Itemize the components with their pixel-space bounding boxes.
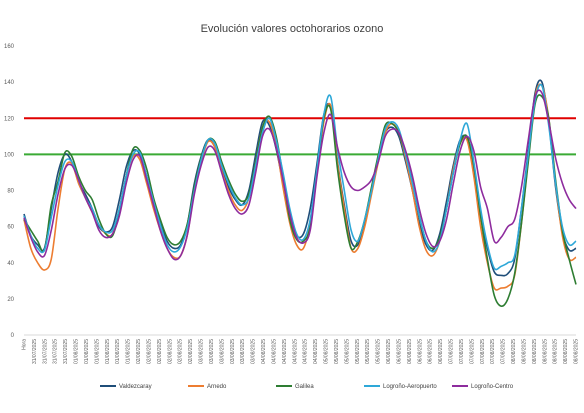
x-axis: Hora 31/07/2025 31/07/2025 31/07/2025 31/07/… xyxy=(22,334,580,364)
x-tick-label: 06/08/2025 xyxy=(386,339,392,364)
x-tick-label: 01/08/2025 xyxy=(105,339,111,364)
x-tick-label: 03/08/2025 xyxy=(251,339,257,364)
x-tick-label: 05/08/2025 xyxy=(324,339,330,364)
legend: Valdezcaray Arnedo Galilea Logroño-Aeropuer… xyxy=(100,384,514,390)
x-tick-label: 07/08/2025 xyxy=(469,339,475,364)
x-tick-label: 06/08/2025 xyxy=(407,339,413,364)
y-tick-label: 120 xyxy=(4,116,15,122)
x-tick-label: 07/08/2025 xyxy=(449,339,455,364)
y-tick-label: 20 xyxy=(7,297,14,303)
x-tick-label: 08/08/2025 xyxy=(563,339,569,364)
series-line-valdezcaray xyxy=(23,79,577,277)
x-tick-label: 04/08/2025 xyxy=(303,339,309,364)
series-line-logrono-aeropuerto xyxy=(23,83,577,271)
x-tick-label: 08/08/2025 xyxy=(542,339,548,364)
x-tick-label: 04/08/2025 xyxy=(292,339,298,364)
x-tick-label: 01/08/2025 xyxy=(94,339,100,364)
x-tick-label: 01/08/2025 xyxy=(74,339,80,364)
y-tick-label: 160 xyxy=(4,44,15,50)
x-tick-label: 01/08/2025 xyxy=(126,339,132,364)
legend-label: Galilea xyxy=(295,384,314,390)
legend-label: Logroño-Centro xyxy=(471,384,514,390)
x-tick-label: 02/08/2025 xyxy=(146,339,152,364)
x-tick-label: Hora xyxy=(22,339,28,350)
x-tick-label: 03/08/2025 xyxy=(219,339,225,364)
x-tick-label: 04/08/2025 xyxy=(271,339,277,364)
x-tick-label: 05/08/2025 xyxy=(334,339,340,364)
x-tick-label: 31/07/2025 xyxy=(53,339,59,364)
x-tick-label: 08/08/2025 xyxy=(511,339,517,364)
x-tick-label: 02/08/2025 xyxy=(178,339,184,364)
y-tick-label: 0 xyxy=(11,333,15,339)
x-tick-label: 05/08/2025 xyxy=(344,339,350,364)
x-tick-label: 02/08/2025 xyxy=(157,339,163,364)
y-tick-label: 80 xyxy=(7,189,14,195)
reference-lines xyxy=(24,117,576,156)
x-tick-label: 05/08/2025 xyxy=(355,339,361,364)
x-tick-label: 04/08/2025 xyxy=(261,339,267,364)
x-tick-label: 02/08/2025 xyxy=(188,339,194,364)
y-tick-label: 60 xyxy=(7,225,14,231)
legend-label: Valdezcaray xyxy=(119,384,152,390)
x-tick-label: 03/08/2025 xyxy=(209,339,215,364)
x-tick-label: 03/08/2025 xyxy=(199,339,205,364)
x-tick-label: 03/08/2025 xyxy=(240,339,246,364)
x-tick-label: 06/08/2025 xyxy=(396,339,402,364)
x-tick-label: 08/08/2025 xyxy=(532,339,538,364)
x-tick-label: 07/08/2025 xyxy=(459,339,465,364)
x-tick-label: 04/08/2025 xyxy=(282,339,288,364)
x-tick-label: 08/08/2025 xyxy=(553,339,559,364)
x-tick-label: 07/08/2025 xyxy=(501,339,507,364)
x-tick-label: 05/08/2025 xyxy=(365,339,371,364)
x-tick-label: 06/08/2025 xyxy=(438,339,444,364)
x-tick-label: 07/08/2025 xyxy=(490,339,496,364)
x-tick-label: 03/08/2025 xyxy=(230,339,236,364)
series-line-logrono-centro xyxy=(23,89,577,261)
x-tick-label: 04/08/2025 xyxy=(313,339,319,364)
y-tick-label: 100 xyxy=(4,152,15,158)
legend-label: Logroño-Aeropuerto xyxy=(383,384,437,390)
y-tick-label: 40 xyxy=(7,261,14,267)
x-tick-label: 01/08/2025 xyxy=(115,339,121,364)
series-lines xyxy=(23,79,577,307)
y-tick-label: 140 xyxy=(4,80,15,86)
x-tick-label: 06/08/2025 xyxy=(417,339,423,364)
x-tick-label: 31/07/2025 xyxy=(63,339,69,364)
chart-title: Evolución valores octohorarios ozono xyxy=(201,23,384,35)
series-line-arnedo xyxy=(23,83,577,291)
x-tick-label: 08/08/2025 xyxy=(574,339,580,364)
x-tick-label: 07/08/2025 xyxy=(480,339,486,364)
x-tick-label: 01/08/2025 xyxy=(84,339,90,364)
x-tick-label: 31/07/2025 xyxy=(32,339,38,364)
x-tick-label: 02/08/2025 xyxy=(167,339,173,364)
x-tick-label: 06/08/2025 xyxy=(428,339,434,364)
y-axis: 0 20 40 60 80 100 120 140 160 xyxy=(4,44,15,339)
x-tick-label: 08/08/2025 xyxy=(521,339,527,364)
x-tick-label: 02/08/2025 xyxy=(136,339,142,364)
x-tick-label: 05/08/2025 xyxy=(376,339,382,364)
x-tick-label: 31/07/2025 xyxy=(42,339,48,364)
series-line-galilea xyxy=(23,94,577,307)
legend-label: Arnedo xyxy=(207,384,227,390)
